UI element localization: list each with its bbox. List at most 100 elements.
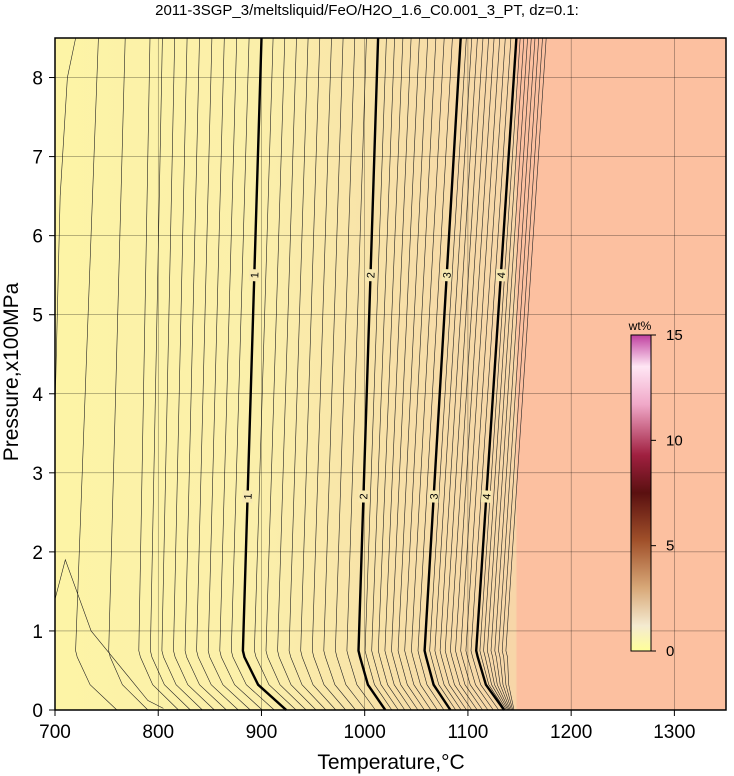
contour-line (54, 37, 76, 410)
contour-line (108, 37, 149, 711)
contour-line (404, 37, 437, 711)
x-tick-label: 1300 (653, 722, 695, 743)
colorbar-tick-label: 0 (666, 643, 674, 660)
colorbar-label: wt% (628, 319, 652, 333)
contour-label-bg (428, 490, 440, 503)
contour-label-group: 2 (365, 269, 378, 282)
contour-line (288, 37, 327, 711)
contour-line (460, 37, 500, 711)
x-tick-label: 1200 (550, 722, 592, 743)
contour-line (196, 37, 239, 711)
colorbar: wt% 0 5 10 15 (628, 319, 683, 660)
contour-line (439, 37, 478, 711)
contour-label-group: 4 (495, 268, 508, 282)
contour-label-bg (358, 490, 369, 503)
contour-label-group: 3 (428, 490, 441, 503)
contour-line (384, 37, 412, 711)
y-tick-label: 8 (32, 69, 43, 90)
contour-label: 3 (442, 272, 454, 279)
contour-line (494, 37, 536, 711)
contour-line (173, 37, 215, 711)
y-tick-label: 4 (32, 385, 43, 406)
contour-line (265, 37, 307, 711)
contour-line (219, 37, 263, 711)
y-tick-label: 2 (32, 543, 43, 564)
y-axis-ticks: 0 1 2 3 4 5 6 7 8 (32, 69, 55, 722)
chart-title: 2011-3SGP_3/meltsliquid/FeO/H2O_1.6_C0.0… (155, 2, 579, 19)
grid-lines (54, 38, 726, 711)
contour-line (161, 37, 203, 711)
contour-line (323, 37, 356, 711)
contour-line (138, 37, 179, 711)
x-axis-label: Temperature,°C (317, 751, 464, 774)
x-tick-label: 1000 (344, 722, 386, 743)
contour-label-group: 3 (441, 268, 454, 282)
contour-label-group: 1 (242, 490, 255, 503)
contour-line (150, 37, 191, 711)
contour-line (397, 37, 428, 711)
contour-line (429, 37, 467, 711)
contour-line (371, 37, 399, 711)
contour-line (364, 37, 393, 711)
contour-label-group: 4 (480, 490, 493, 503)
contour-line (470, 37, 512, 711)
y-tick-label: 3 (32, 464, 43, 485)
colorbar-ticks: 0 5 10 15 (651, 327, 683, 660)
contour-label: 2 (365, 272, 377, 278)
y-tick-label: 1 (32, 622, 43, 643)
colorbar-tick-label: 5 (666, 538, 674, 555)
colorbar-tick-label: 15 (666, 327, 683, 344)
contour-level-2 (357, 37, 387, 711)
contour-label-bg (365, 269, 376, 282)
contour-line (230, 37, 275, 711)
contour-level-1 (241, 37, 288, 711)
y-tick-label: 5 (32, 306, 43, 327)
contour-line (465, 37, 506, 711)
plot-area: 1 1 2 2 3 3 4 4 (54, 37, 727, 711)
contour-line (346, 37, 376, 711)
contour-label-bg (495, 268, 507, 282)
contour-label-group: 2 (358, 490, 370, 503)
contour-label-bg (441, 268, 453, 282)
contour-label-bg (242, 490, 253, 503)
contour-label-bg (480, 490, 492, 503)
contour-level-4 (474, 37, 518, 711)
contour-label: 3 (429, 493, 441, 500)
contour-line (207, 37, 251, 711)
x-tick-label: 1100 (447, 722, 488, 743)
y-tick-label: 6 (32, 227, 43, 248)
contour-line (417, 37, 453, 711)
contour-line (450, 37, 489, 711)
contour-line (434, 37, 473, 711)
contour-line (391, 37, 420, 711)
contour-line (490, 37, 532, 711)
contour-line (254, 37, 297, 711)
contour-line (335, 37, 366, 711)
x-tick-label: 900 (246, 722, 278, 743)
contour-label-bg (249, 269, 260, 282)
contour-line (498, 37, 539, 711)
y-tick-label: 7 (32, 148, 43, 169)
colorbar-gradient (630, 334, 652, 652)
x-tick-label: 700 (39, 722, 71, 743)
contour-level-3 (423, 37, 462, 711)
contour-label: 1 (243, 493, 255, 499)
contour-line (486, 37, 528, 711)
x-tick-label: 800 (142, 722, 174, 743)
contour-line (311, 37, 346, 711)
labeled-contours: 1 1 2 2 3 3 4 4 (241, 37, 518, 711)
contour-line (501, 37, 543, 711)
contour-line (455, 37, 495, 711)
contour-line (277, 37, 317, 711)
contour-line (377, 37, 406, 711)
contour-label-group: 1 (249, 269, 261, 282)
contour-line (75, 37, 118, 711)
contour-line (483, 37, 525, 711)
contour-label: 2 (358, 493, 370, 499)
contour-line (184, 37, 227, 711)
contour-label: 4 (481, 493, 493, 500)
y-axis-label: Pressure,x100MPa (0, 282, 23, 461)
contour-line (300, 37, 337, 711)
y-tick-label: 0 (32, 701, 43, 722)
x-axis-ticks: 700 800 900 1000 1100 1200 1300 (39, 710, 696, 743)
